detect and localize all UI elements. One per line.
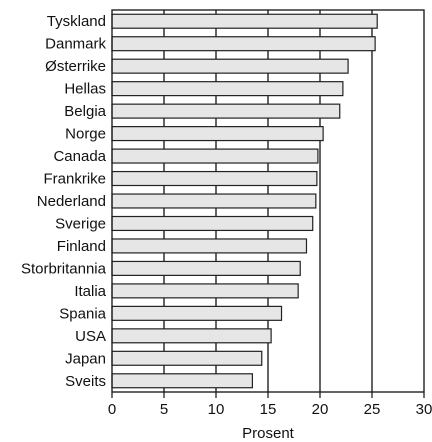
category-label: Frankrike (43, 171, 106, 188)
x-tick-label: 20 (312, 401, 329, 418)
x-tick-label: 15 (260, 401, 277, 418)
category-label: Norge (65, 126, 106, 143)
category-label: Nederland (37, 193, 106, 210)
bar (111, 148, 319, 164)
category-label: Japan (65, 350, 106, 367)
x-tick-label: 0 (108, 401, 116, 418)
bar (111, 238, 308, 254)
bar (111, 13, 378, 29)
category-label: Spania (59, 305, 106, 322)
bar (111, 328, 272, 344)
x-tick-label: 10 (208, 401, 225, 418)
bar (111, 350, 263, 366)
category-label: Storbritannia (21, 260, 107, 277)
category-label: Belgia (64, 103, 106, 120)
bar (111, 305, 283, 321)
category-label: USA (75, 328, 106, 345)
bar (111, 283, 299, 299)
category-label: Italia (74, 283, 106, 300)
bar (111, 260, 301, 276)
x-tick-label: 30 (416, 401, 432, 418)
category-label: Hellas (64, 81, 106, 98)
category-label: Finland (57, 238, 106, 255)
x-tick-label: 25 (364, 401, 381, 418)
bar (111, 58, 349, 74)
bar (111, 126, 324, 142)
category-label: Sverige (55, 215, 106, 232)
bar (111, 36, 376, 52)
category-label: Canada (53, 148, 106, 165)
category-labels: Tyskland Danmark Østerrike Hellas Belgia Norg… (21, 13, 107, 390)
bar (111, 81, 344, 97)
category-label: Tyskland (47, 13, 106, 30)
category-label: Østerrike (45, 58, 106, 75)
x-axis-label: Prosent (242, 425, 295, 442)
bar (111, 103, 341, 119)
x-tick-label: 5 (160, 401, 168, 418)
bar (111, 215, 314, 232)
bar (111, 193, 317, 209)
category-label: Sveits (65, 373, 106, 390)
bar (111, 170, 318, 187)
x-axis-ticks: 0 5 10 15 20 25 30 (108, 392, 432, 418)
bars (111, 13, 378, 389)
bar (111, 373, 253, 389)
category-label: Danmark (45, 36, 106, 53)
